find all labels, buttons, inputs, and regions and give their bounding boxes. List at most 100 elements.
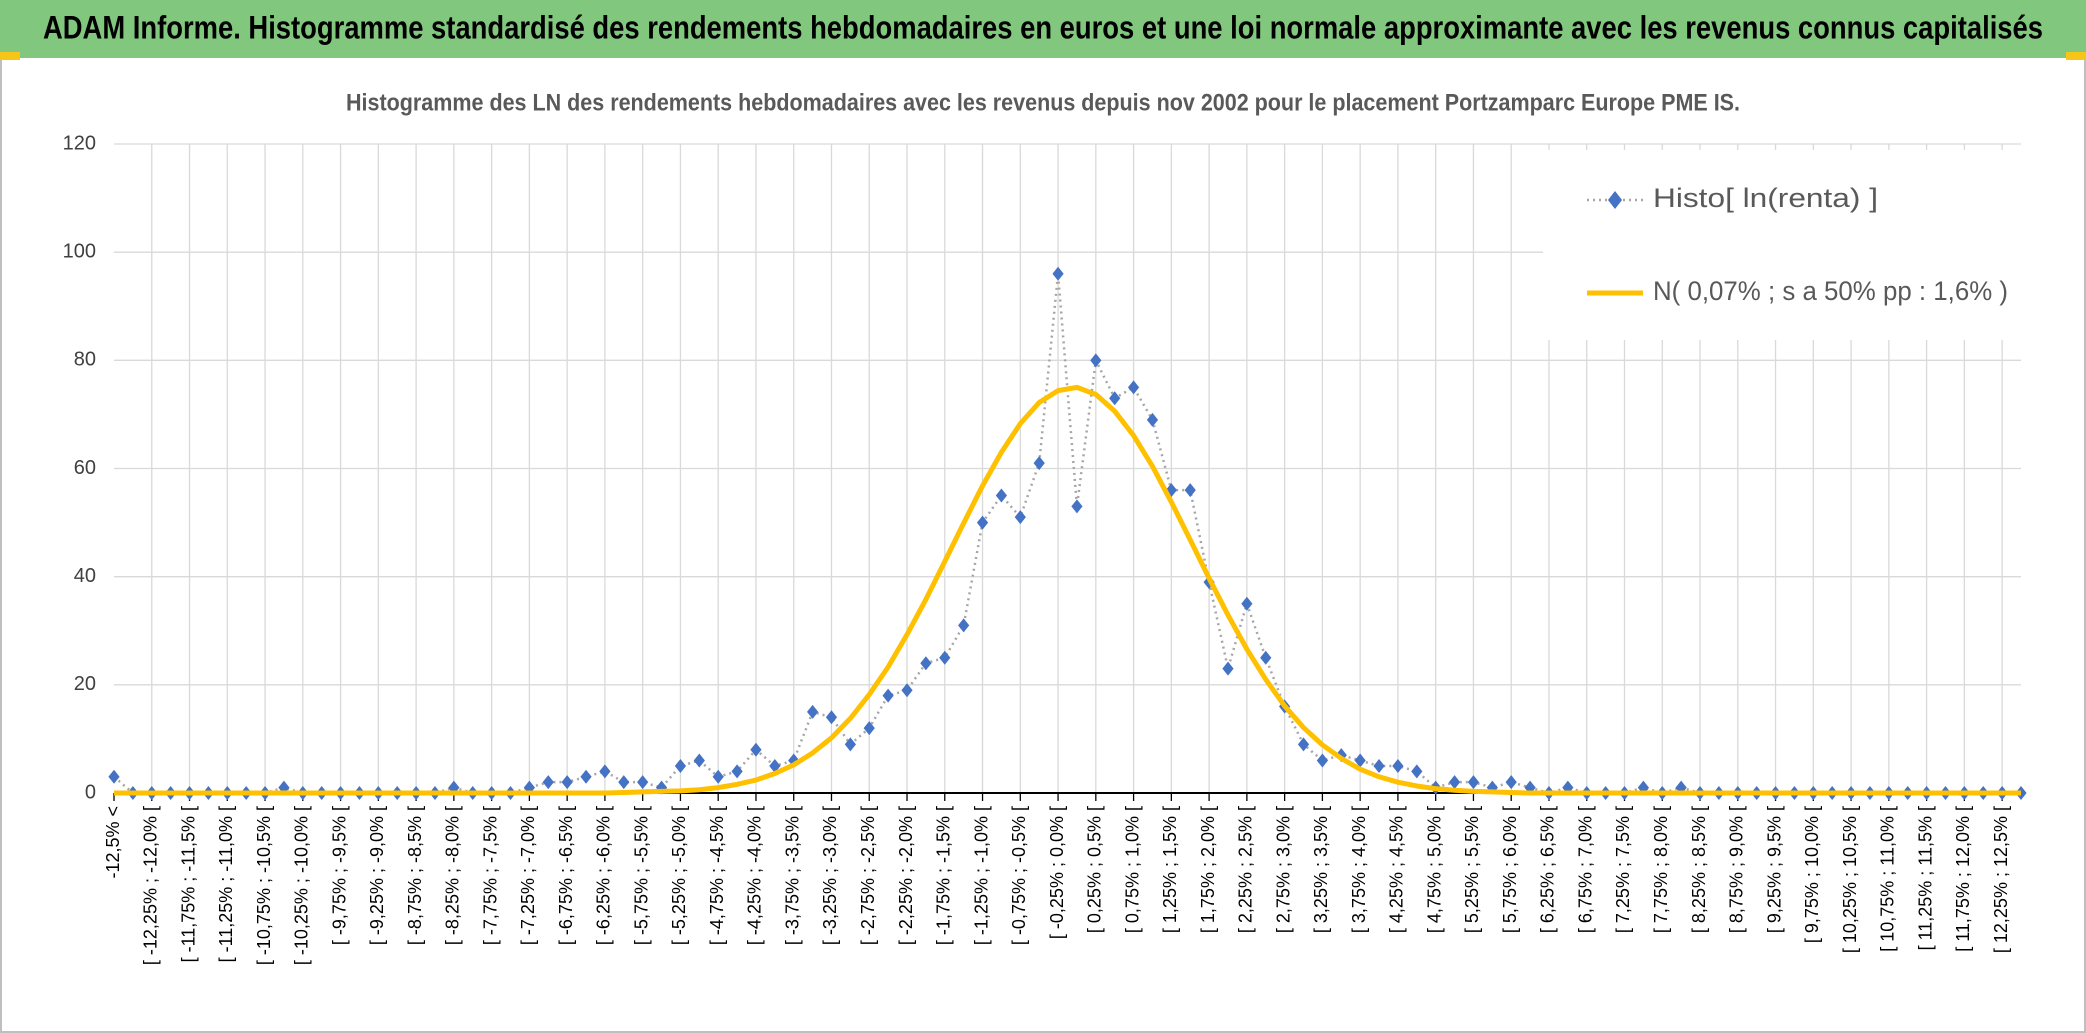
x-tick-label: [ 1,75% ; 2,0% [ bbox=[1198, 806, 1218, 933]
y-tick-label: 100 bbox=[63, 240, 96, 262]
marker bbox=[674, 758, 687, 773]
marker bbox=[807, 704, 819, 719]
x-tick-label: [ 2,75% ; 3,0% [ bbox=[1273, 806, 1293, 933]
marker bbox=[693, 753, 705, 768]
marker bbox=[278, 780, 290, 795]
marker bbox=[939, 650, 951, 665]
x-tick-label: [ -11,75% ; -11,5% [ bbox=[178, 806, 198, 962]
marker bbox=[637, 775, 649, 790]
legend-box bbox=[1543, 150, 2021, 340]
marker bbox=[901, 683, 913, 698]
x-tick-label: [ -6,75% ; -6,5% [ bbox=[556, 806, 576, 945]
x-tick-label: [ -5,75% ; -5,5% [ bbox=[631, 806, 651, 945]
x-tick-label: [ -9,25% ; -9,0% [ bbox=[367, 806, 387, 945]
marker bbox=[1297, 737, 1310, 752]
marker bbox=[958, 618, 970, 633]
marker bbox=[599, 764, 611, 779]
corner bbox=[2066, 52, 2086, 60]
x-tick-label: [ -8,25% ; -8,0% [ bbox=[443, 806, 463, 945]
x-tick-label: [ -4,25% ; -4,0% [ bbox=[745, 806, 765, 945]
x-tick-label: [ -1,75% ; -1,5% [ bbox=[934, 806, 954, 945]
marker bbox=[580, 769, 592, 784]
x-tick-label: [ -0,75% ; -0,5% [ bbox=[1009, 806, 1029, 945]
x-tick-label: [ 0,75% ; 1,0% [ bbox=[1122, 806, 1142, 933]
x-tick-label: [ -10,25% ; -10,0% [ bbox=[292, 806, 312, 965]
x-tick-label: [ 11,25% ; 11,5% [ bbox=[1915, 806, 1935, 950]
marker bbox=[1524, 780, 1536, 795]
x-tick-label: [ 10,25% ; 10,5% [ bbox=[1840, 806, 1860, 953]
x-tick-label: [ 9,25% ; 9,5% [ bbox=[1764, 806, 1784, 933]
marker bbox=[561, 775, 573, 790]
marker bbox=[1411, 764, 1423, 779]
marker bbox=[1392, 758, 1404, 773]
x-tick-label: [ -9,75% ; -9,5% [ bbox=[329, 806, 349, 945]
y-tick-label: 40 bbox=[74, 565, 96, 587]
marker bbox=[1090, 353, 1102, 368]
marker bbox=[1354, 753, 1366, 768]
x-tick-label: [ -7,25% ; -7,0% [ bbox=[518, 806, 538, 945]
x-tick-label: [ -5,25% ; -5,0% [ bbox=[669, 806, 689, 945]
x-tick-label: [ 9,75% ; 10,0% [ bbox=[1802, 806, 1822, 943]
marker bbox=[108, 769, 120, 784]
x-tick-label: [ -4,75% ; -4,5% [ bbox=[707, 806, 727, 945]
marker bbox=[731, 764, 743, 779]
x-tick-label: [ 5,75% ; 6,0% [ bbox=[1500, 806, 1520, 933]
legend-marker bbox=[1608, 191, 1622, 209]
marker bbox=[769, 758, 781, 773]
marker bbox=[1033, 456, 1045, 471]
x-tick-label: [ -1,25% ; -1,0% [ bbox=[971, 806, 991, 945]
legend-label: Histo[ ln(renta) ] bbox=[1653, 183, 1878, 213]
x-tick-label: [ -3,25% ; -3,0% [ bbox=[820, 806, 840, 945]
plot bbox=[108, 266, 2027, 800]
x-tick-label: [ 1,25% ; 1,5% [ bbox=[1160, 806, 1180, 933]
x-tick-label: [ -7,75% ; -7,5% [ bbox=[480, 806, 500, 945]
x-tick-label: [ 8,25% ; 8,5% [ bbox=[1689, 806, 1709, 933]
x-tick-label: [ 4,75% ; 5,0% [ bbox=[1424, 806, 1444, 933]
marker bbox=[1184, 483, 1196, 498]
x-tick-label: [ 8,75% ; 9,0% [ bbox=[1727, 806, 1747, 933]
x-tick-label: [ -0,25% ; 0,0% [ bbox=[1047, 806, 1067, 939]
marker bbox=[995, 488, 1008, 503]
x-tick-label: [ -2,75% ; -2,5% [ bbox=[858, 806, 878, 945]
marker bbox=[1014, 510, 1026, 525]
x-tick-label: -12,5% < bbox=[103, 806, 123, 879]
marker bbox=[1505, 775, 1517, 790]
y-tick-label: 20 bbox=[74, 673, 96, 695]
marker bbox=[920, 656, 932, 671]
marker bbox=[976, 515, 989, 530]
y-tick-label: 0 bbox=[85, 781, 96, 803]
x-tick-label: [ 12,25% ; 12,5% [ bbox=[1991, 806, 2011, 953]
x-tick-label: [ -10,75% ; -10,5% [ bbox=[254, 806, 274, 965]
x-tick-label: [ -2,25% ; -2,0% [ bbox=[896, 806, 916, 945]
x-tick-label: [ -6,25% ; -6,0% [ bbox=[594, 806, 614, 945]
y-tick-label: 60 bbox=[74, 457, 96, 479]
marker bbox=[1260, 650, 1272, 665]
x-tick-label: [ 7,25% ; 7,5% [ bbox=[1613, 806, 1633, 933]
marker bbox=[712, 769, 724, 784]
x-tick-label: [ 2,25% ; 2,5% [ bbox=[1236, 806, 1256, 933]
marker bbox=[1127, 380, 1140, 395]
x-tick-label: [ 0,25% ; 0,5% [ bbox=[1085, 806, 1105, 933]
y-tick-label: 80 bbox=[74, 349, 96, 371]
x-tick-label: [ -12,25% ; -12,0% [ bbox=[141, 806, 161, 965]
y-tick-label: 120 bbox=[63, 132, 96, 154]
marker bbox=[618, 775, 630, 790]
header-title: ADAM Informe. Histogramme standardisé de… bbox=[43, 9, 2043, 45]
marker bbox=[863, 721, 875, 736]
legend-label: N( 0,07% ; s a 50% pp : 1,6% ) bbox=[1653, 276, 2008, 306]
corner bbox=[0, 52, 20, 60]
legend: Histo[ ln(renta) ] N( 0,07% ; s a 50% pp … bbox=[1543, 150, 2021, 340]
marker bbox=[1373, 758, 1385, 773]
marker bbox=[882, 688, 894, 703]
marker bbox=[1222, 661, 1234, 676]
x-tick-label: [ 11,75% ; 12,0% [ bbox=[1953, 806, 1973, 952]
marker bbox=[1448, 775, 1461, 790]
marker bbox=[1146, 412, 1159, 427]
x-tick-label: [ -8,75% ; -8,5% [ bbox=[405, 806, 425, 945]
chart-title: Histogramme des LN des rendements hebdom… bbox=[346, 89, 1740, 116]
x-tick-label: [ 5,25% ; 5,5% [ bbox=[1462, 806, 1482, 933]
x-tick-label: [ -3,75% ; -3,5% [ bbox=[782, 806, 802, 945]
x-tick-label: [ 3,25% ; 3,5% [ bbox=[1311, 806, 1331, 933]
marker bbox=[1071, 499, 1083, 514]
